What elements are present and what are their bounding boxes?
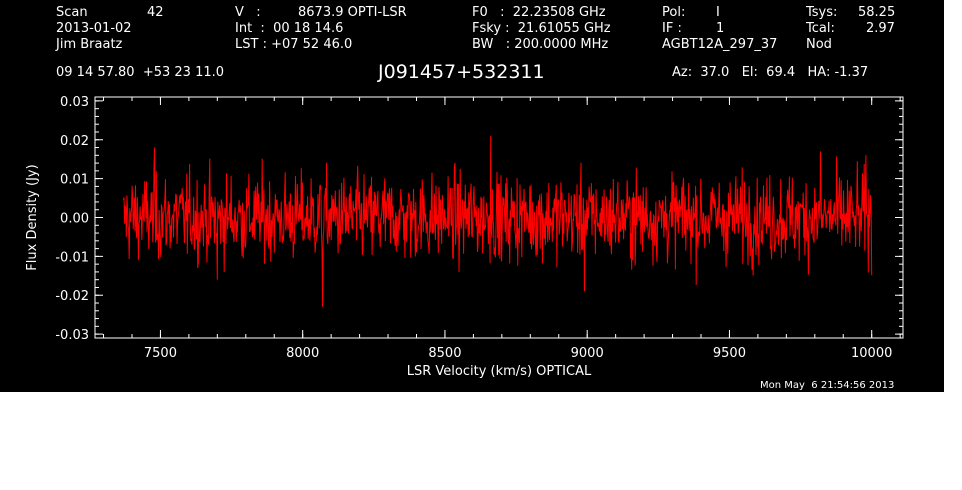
- pol-label: Pol:: [662, 5, 686, 20]
- source-name: J091457+532311: [378, 61, 545, 83]
- scan-label: Scan: [56, 5, 88, 20]
- tsys-label: Tsys:: [806, 5, 838, 20]
- plot-panel: Scan 42 V : 8673.9 OPTI-LSR F0 : 22.2350…: [0, 0, 944, 392]
- x-tick-label: 9000: [571, 346, 604, 361]
- tsys-value: 58.25: [858, 5, 896, 20]
- spectrum-trace: [123, 135, 873, 307]
- x-tick-label: 7500: [144, 346, 177, 361]
- pointing-info: Az: 37.0 El: 69.4 HA: -1.37: [672, 65, 869, 80]
- source-coordinates: 09 14 57.80 +53 23 11.0: [56, 65, 225, 80]
- y-tick-label: 0.03: [60, 95, 89, 110]
- spectrum-line: [123, 135, 873, 307]
- integration-time: Int : 00 18 14.6: [235, 21, 344, 36]
- y-axis: -0.03 -0.02 -0.01 0.00 0.01 0.02 0.03: [55, 95, 903, 343]
- if-value: 1: [716, 21, 725, 36]
- x-axis-title: LSR Velocity (km/s) OPTICAL: [407, 364, 592, 379]
- x-tick-label: 8000: [286, 346, 319, 361]
- y-tick-label: -0.01: [55, 250, 89, 265]
- project-id: AGBT12A_297_37: [662, 37, 778, 52]
- velocity-label: V :: [235, 5, 261, 20]
- spectrum-chart: 7500 8000 8500 9000 9500 10000 -0.03-0.02-0.0…: [25, 95, 904, 379]
- rest-frequency: F0 : 22.23508 GHz: [472, 5, 606, 20]
- pol-value: I: [716, 5, 720, 20]
- x-axis: 7500 8000 8500 9000 9500 10000: [103, 97, 901, 361]
- procedure: Nod: [806, 37, 832, 52]
- velocity-value: 8673.9 OPTI-LSR: [298, 5, 407, 20]
- y-tick-label: -0.03: [55, 328, 89, 343]
- tcal-label: Tcal:: [806, 21, 835, 36]
- y-tick-label: 0.01: [60, 173, 89, 188]
- y-tick-label: 0.02: [60, 134, 89, 149]
- bandwidth: BW : 200.0000 MHz: [472, 37, 609, 52]
- x-tick-label: 10000: [851, 346, 892, 361]
- plot-timestamp: Mon May 6 21:54:56 2013: [760, 380, 895, 391]
- scan-number: 42: [147, 5, 164, 20]
- x-tick-label: 9500: [713, 346, 746, 361]
- observation-date: 2013-01-02: [56, 21, 132, 36]
- lst: LST : +07 52 46.0: [235, 37, 353, 52]
- y-tick-label: -0.02: [55, 289, 89, 304]
- tcal-value: 2.97: [866, 21, 895, 36]
- x-tick-label: 8500: [428, 346, 461, 361]
- observer-name: Jim Braatz: [56, 37, 123, 52]
- y-tick-label: 0.00: [60, 212, 89, 227]
- sky-frequency: Fsky : 21.61055 GHz: [472, 21, 611, 36]
- y-axis-title: Flux Density (Jy): [25, 164, 40, 270]
- if-label: IF :: [662, 21, 682, 36]
